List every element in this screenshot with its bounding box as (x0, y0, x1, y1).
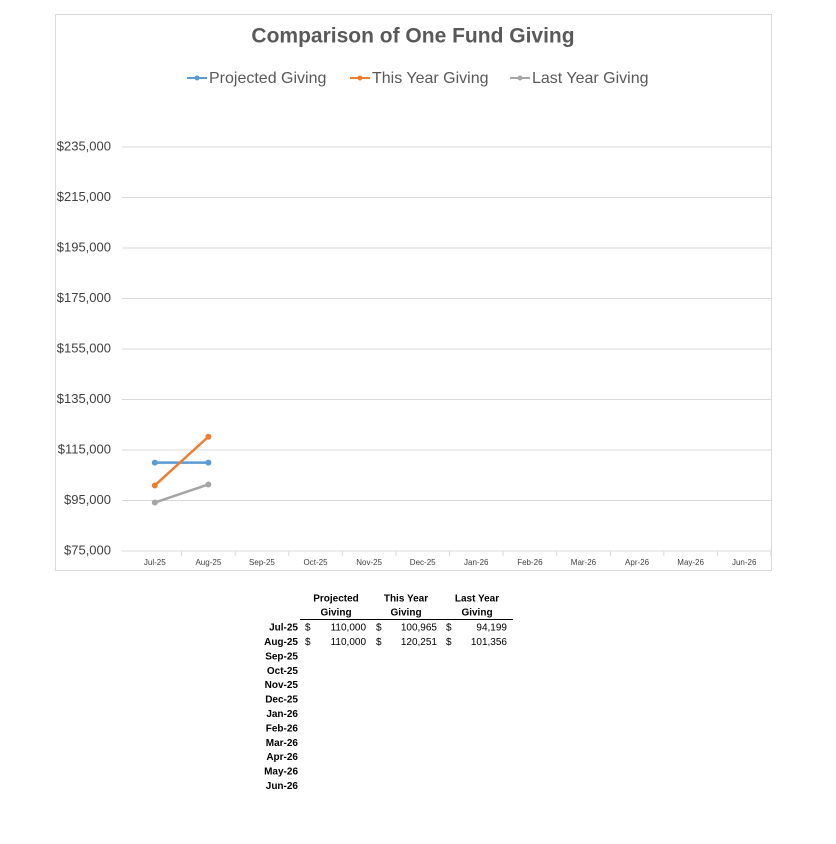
x-tick-label: Dec-25 (410, 558, 436, 567)
x-tick-label: Sep-25 (249, 558, 275, 567)
column-header: Last Year (455, 594, 499, 605)
column-header: Giving (320, 608, 351, 619)
row-label: Jul-25 (269, 623, 298, 634)
column-header: Projected (313, 594, 359, 605)
row-label: Sep-25 (265, 651, 298, 662)
row-label: Oct-25 (267, 666, 299, 677)
data-point (151, 499, 158, 506)
column-header: This Year (384, 594, 428, 605)
x-tick-label: Mar-26 (571, 558, 597, 567)
table-cell: 94,199 (476, 623, 507, 634)
x-tick-label: Jul-25 (144, 558, 166, 567)
y-tick-label: $75,000 (64, 542, 111, 557)
table-cell: 110,000 (331, 623, 367, 634)
row-label: Aug-25 (264, 637, 298, 648)
chart-frame (55, 14, 772, 571)
series-line (154, 483, 209, 504)
y-tick-label: $235,000 (57, 138, 111, 153)
y-tick-label: $175,000 (57, 290, 111, 305)
legend-label: Projected Giving (209, 70, 326, 87)
row-label: Mar-26 (266, 738, 299, 749)
row-label: Jan-26 (266, 709, 298, 720)
x-tick-label: Apr-26 (625, 558, 650, 567)
y-tick-label: $215,000 (57, 189, 111, 204)
y-tick-label: $195,000 (57, 239, 111, 254)
table-cell: $ (305, 637, 311, 648)
data-point (205, 459, 212, 466)
y-tick-label: $95,000 (64, 492, 111, 507)
data-point (205, 433, 212, 440)
x-tick-label: Feb-26 (517, 558, 543, 567)
y-tick-label: $115,000 (58, 441, 111, 456)
table-cell: $ (446, 637, 452, 648)
row-label: Nov-25 (265, 680, 299, 691)
x-tick-label: Nov-25 (356, 558, 382, 567)
legend-label: Last Year Giving (532, 70, 649, 87)
table-cell: 120,251 (401, 637, 438, 648)
x-tick-label: Jan-26 (464, 558, 489, 567)
series-line (153, 435, 210, 487)
column-header: Giving (390, 608, 421, 619)
row-label: Apr-26 (266, 752, 298, 763)
y-tick-label: $135,000 (57, 391, 111, 406)
x-tick-label: Aug-25 (195, 558, 221, 567)
legend-marker (357, 75, 363, 81)
data-point (151, 482, 158, 489)
table-cell: 101,356 (471, 637, 508, 648)
chart-title: Comparison of One Fund Giving (251, 25, 574, 48)
table-cell: $ (305, 623, 311, 634)
row-label: May-26 (264, 767, 298, 778)
column-header: Giving (461, 608, 492, 619)
legend-marker (517, 75, 523, 81)
x-tick-label: Jun-26 (732, 558, 757, 567)
data-point (151, 459, 158, 466)
legend-label: This Year Giving (372, 70, 489, 87)
table-cell: $ (376, 637, 382, 648)
table-cell: $ (446, 623, 452, 634)
table-cell: $ (376, 623, 382, 634)
row-label: Jun-26 (266, 781, 299, 792)
legend-marker (194, 75, 200, 81)
row-label: Feb-26 (266, 723, 299, 734)
table-cell: 100,965 (401, 623, 438, 634)
table-cell: 110,000 (331, 637, 367, 648)
data-point (205, 481, 212, 488)
x-tick-label: May-26 (677, 558, 704, 567)
y-tick-label: $155,000 (57, 340, 111, 355)
row-label: Dec-25 (265, 695, 298, 706)
x-tick-label: Oct-25 (304, 558, 329, 567)
